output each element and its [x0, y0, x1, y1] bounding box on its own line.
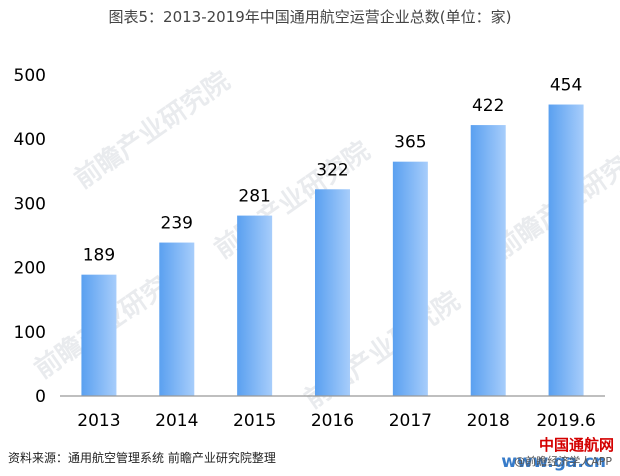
y-tick-label: 400: [14, 130, 46, 150]
bars-group: 189 239 281 322 365 422 454: [81, 76, 584, 397]
data-label: 189: [83, 246, 115, 266]
url-watermark: www.ga.cn: [501, 452, 606, 472]
data-label: 239: [161, 214, 193, 234]
chart-title: 图表5：2013-2019年中国通用航空运营企业总数(单位：家): [108, 8, 512, 26]
bar: [392, 161, 428, 396]
x-tick-label: 2014: [155, 411, 198, 431]
source-note: 资料来源：通用航空管理系统 前瞻产业研究院整理: [8, 451, 276, 465]
y-axis: 0 100 200 300 400 500: [14, 66, 46, 407]
x-tick-label: 2017: [389, 411, 432, 431]
data-label: 422: [472, 96, 504, 116]
data-label: 322: [316, 160, 348, 180]
y-tick-label: 0: [35, 387, 46, 407]
x-axis: 2013 2014 2015 2016 2017 2018 2019.6: [60, 395, 605, 431]
bar: [159, 242, 195, 396]
bar: [237, 215, 273, 396]
data-label: 281: [238, 187, 270, 207]
y-tick-label: 500: [14, 66, 46, 86]
bar: [315, 189, 350, 396]
app-watermark: @前瞻经济学人APP: [514, 455, 612, 468]
bar: [470, 125, 506, 397]
data-label: 454: [550, 76, 582, 96]
x-tick-label: 2013: [77, 411, 120, 431]
data-label: 365: [394, 133, 426, 153]
x-tick-label: 2018: [467, 411, 510, 431]
x-tick-label: 2016: [311, 411, 354, 431]
y-tick-label: 200: [14, 259, 46, 279]
x-tick-label: 2019.6: [536, 411, 595, 431]
bar: [548, 104, 584, 397]
y-tick-label: 100: [14, 323, 46, 343]
x-tick-label: 2015: [233, 411, 276, 431]
bar-chart: 0 100 200 300 400 500 189 239 281 322 365 422 454 2…: [14, 66, 605, 431]
bar: [81, 274, 117, 396]
y-tick-label: 300: [14, 194, 46, 214]
brand-watermark: 中国通航网: [538, 436, 614, 454]
